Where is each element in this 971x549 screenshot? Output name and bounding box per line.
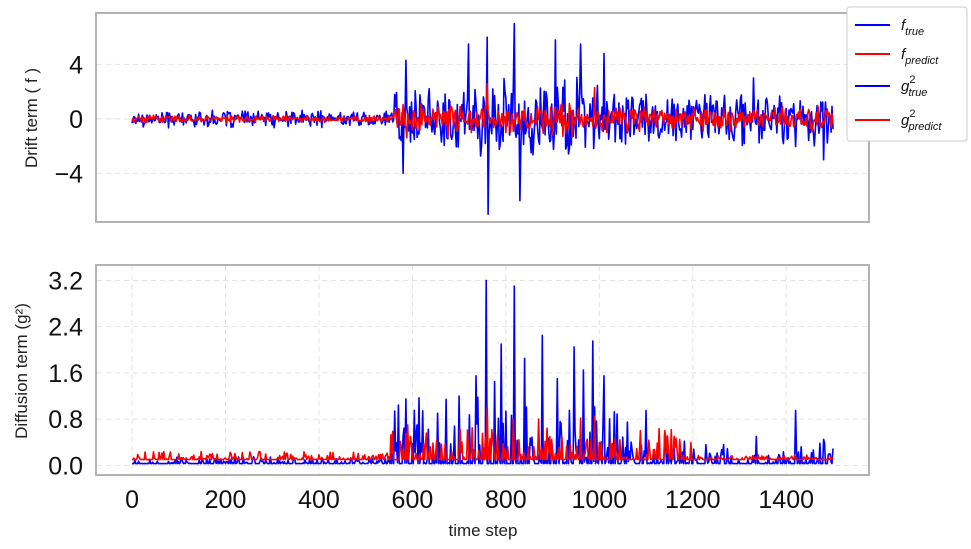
diffusion-panel: 3.2 2.4 1.6 0.8 0.0 0 200 400 600 800 1000 1200 140… (12, 264, 870, 540)
diffusion-series (132, 279, 834, 465)
x-tick-label: 600 (392, 486, 434, 514)
diffusion-y-axis-label: Diffusion term (g²) (12, 303, 31, 439)
diffusion-y-tick-label: 2.4 (48, 314, 83, 342)
x-tick-label: 400 (298, 486, 340, 514)
drift-y-tick-label: 4 (69, 51, 83, 79)
x-tick-label: 200 (205, 486, 247, 514)
drift-series-line-f-predict (131, 82, 834, 139)
diffusion-series-line-g2-predict (132, 406, 834, 461)
legend-entries: ftrue fpredict g2 true g2 predict (855, 17, 942, 133)
drift-series (131, 22, 834, 215)
diffusion-y-tick-label: 0.8 (48, 406, 83, 434)
drift-y-tick-label: −4 (54, 160, 83, 188)
diffusion-series-line-g2-true (132, 279, 834, 465)
x-axis-label: time step (449, 521, 518, 540)
diffusion-y-ticks: 3.2 2.4 1.6 0.8 0.0 (48, 267, 83, 480)
legend-label: g2 true (901, 74, 927, 99)
legend-label: fpredict (901, 46, 939, 67)
diffusion-y-tick-label: 0.0 (48, 452, 83, 480)
x-tick-label: 800 (485, 486, 527, 514)
legend-box (846, 6, 968, 142)
drift-y-axis-label: Drift term ( f ) (22, 68, 41, 168)
diffusion-grid (97, 266, 868, 474)
legend: ftrue fpredict g2 true g2 predict (846, 6, 968, 142)
drift-y-tick-label: 0 (69, 106, 83, 134)
x-tick-label: 1000 (572, 486, 628, 514)
x-tick-label: 0 (125, 486, 139, 514)
diffusion-y-tick-label: 1.6 (48, 360, 83, 388)
legend-label: g2 predict (901, 108, 942, 133)
diffusion-x-ticks: 0 200 400 600 800 1000 1200 1400 (125, 486, 814, 514)
drift-y-ticks: 4 0 −4 (54, 51, 83, 188)
x-tick-label: 1200 (665, 486, 721, 514)
legend-label: ftrue (901, 17, 924, 38)
diffusion-y-tick-label: 3.2 (48, 267, 83, 295)
drift-panel: 4 0 −4 Drift term ( f ) (22, 12, 870, 223)
x-tick-label: 1400 (758, 486, 814, 514)
